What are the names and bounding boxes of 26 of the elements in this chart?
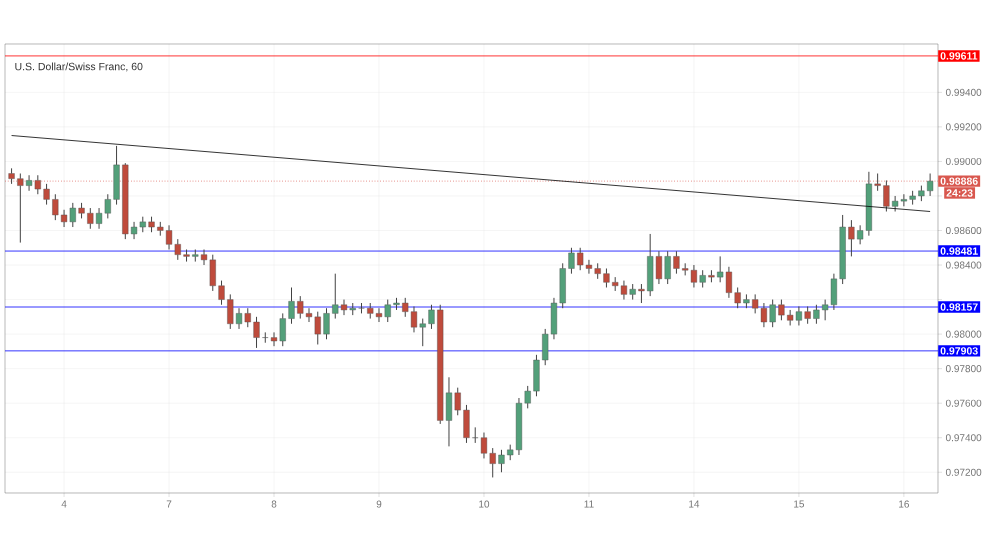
x-tick-label: 11 (584, 500, 594, 508)
y-tick-label: 0.97200 (945, 468, 982, 476)
y-tick-label: 0.97600 (945, 399, 982, 407)
text: 24:23 (946, 189, 973, 197)
x-tick-label: 15 (794, 500, 805, 508)
x-tick-label: 7 (166, 500, 172, 508)
y-tick-label: 0.98000 (945, 330, 982, 338)
x-tick-label: 14 (689, 500, 700, 508)
y-tick-label: 0.97400 (945, 434, 982, 442)
ref-line-label: 0.98481 (940, 247, 978, 255)
text: U.S. Dollar/Swiss Franc, 60 (15, 62, 143, 72)
y-tick-label: 0.98600 (945, 226, 982, 235)
ref-line-label: 0.98886 (940, 177, 978, 185)
x-tick-label: 8 (271, 500, 277, 508)
ref-line-label: 0.98157 (940, 303, 978, 311)
y-tick-label: 0.99200 (945, 123, 982, 131)
y-tick-label: 0.98400 (945, 261, 982, 269)
y-tick-label: 0.99400 (945, 88, 982, 96)
x-tick-label: 16 (899, 500, 910, 508)
ref-line-label: 0.97903 (940, 347, 978, 355)
y-tick-label: 0.97800 (945, 365, 982, 373)
x-tick-label: 4 (61, 500, 67, 508)
x-tick-label: 9 (376, 500, 382, 508)
ref-line-label: 0.99611 (940, 52, 978, 60)
x-tick-label: 10 (479, 500, 490, 508)
y-tick-label: 0.99000 (945, 157, 982, 165)
